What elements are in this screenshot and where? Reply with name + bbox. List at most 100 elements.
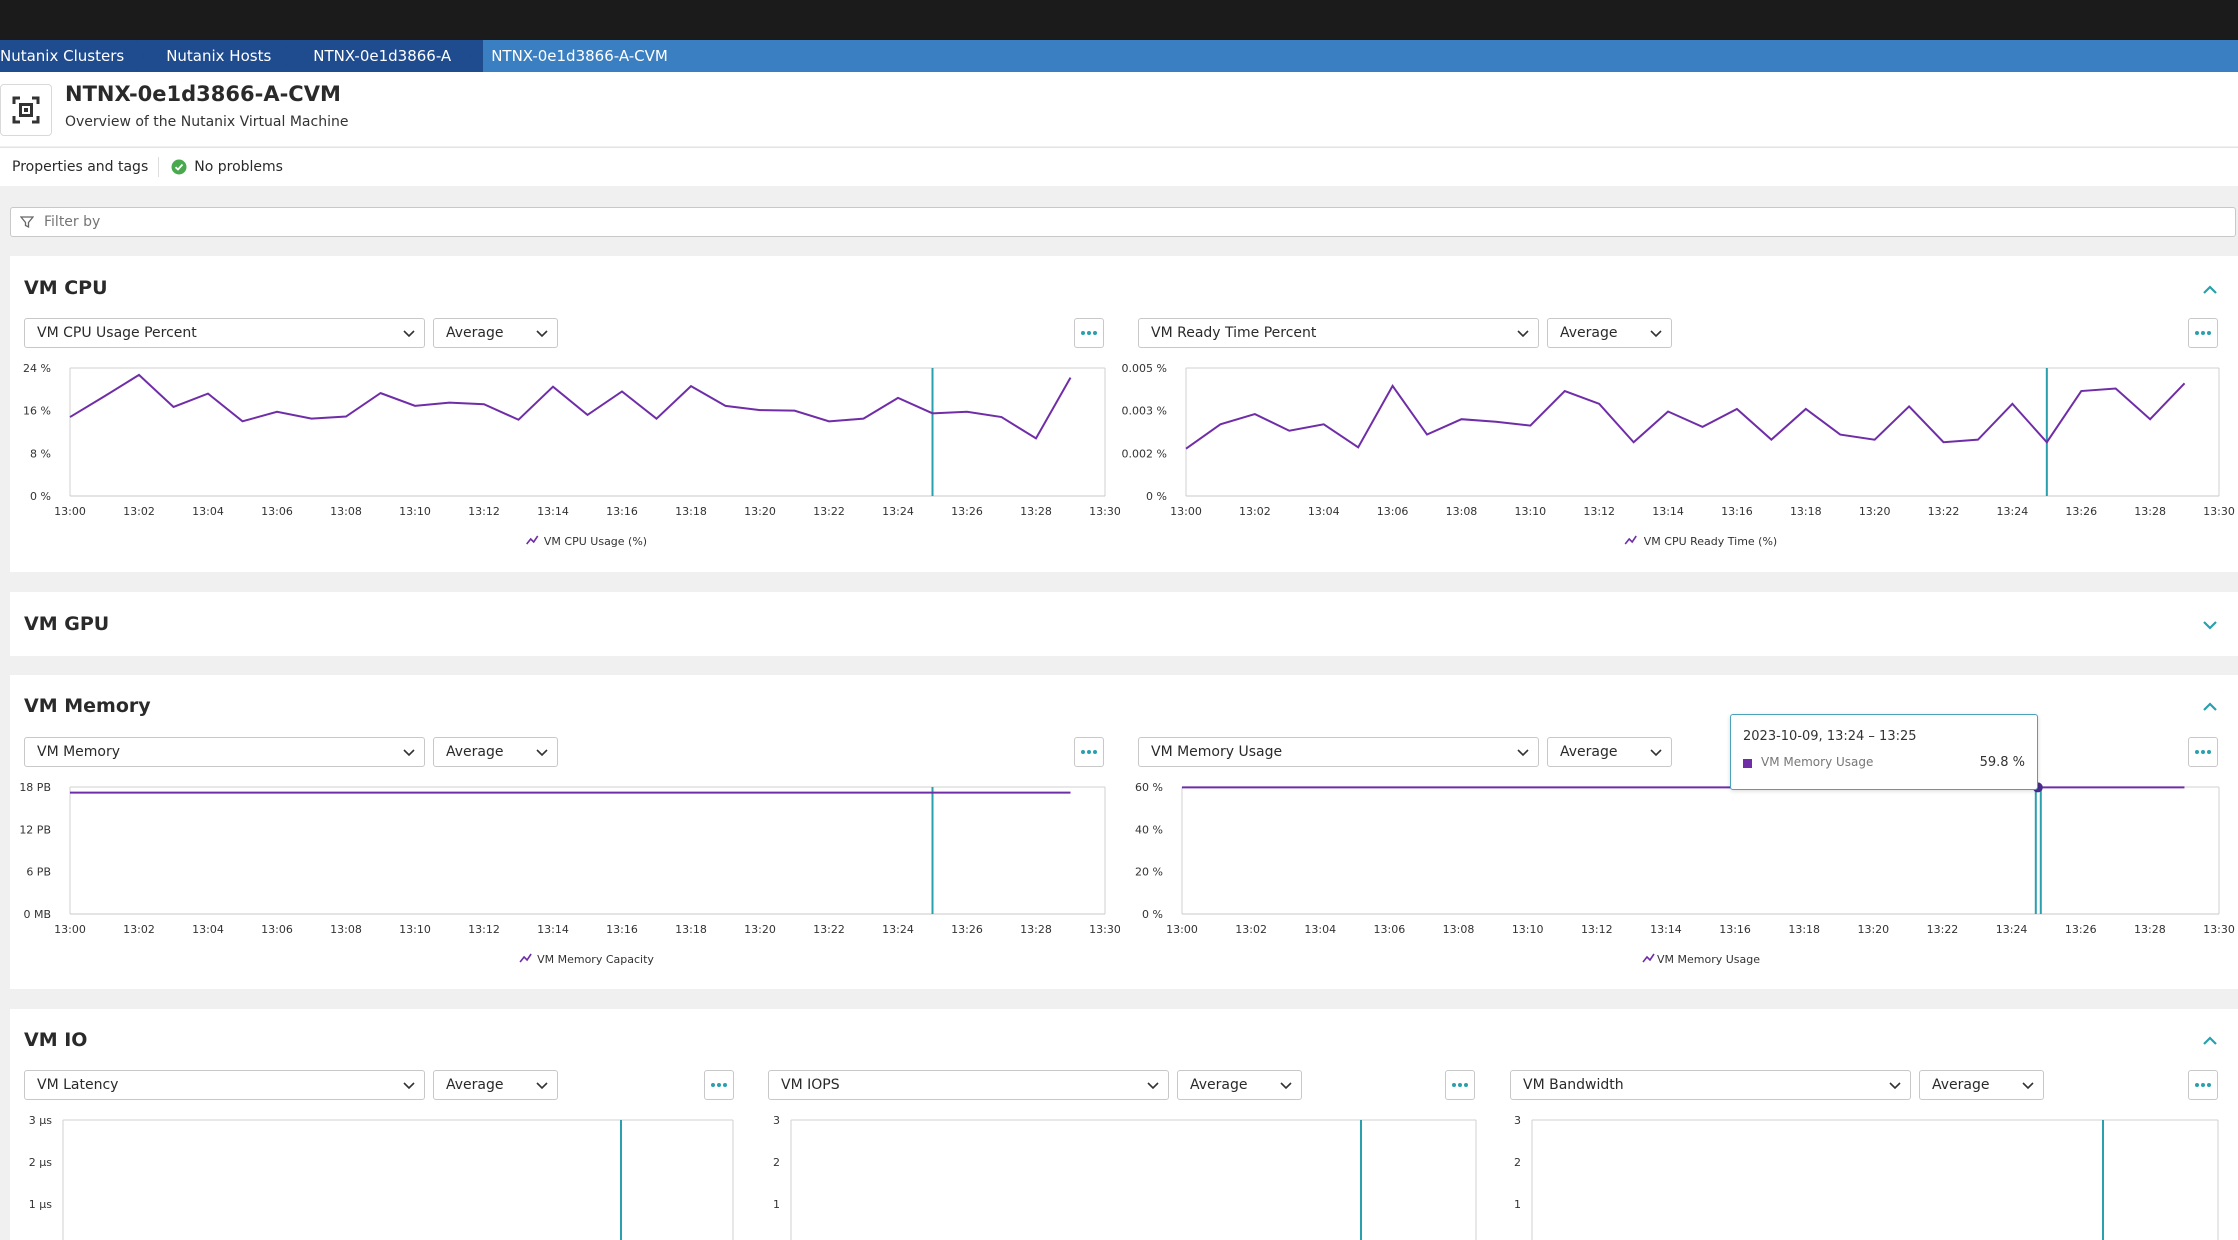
x-tick-label: 13:00: [54, 923, 86, 936]
breadcrumb-current: NTNX-0e1d3866-A-CVM: [483, 40, 680, 72]
metric-select[interactable]: VM Latency: [24, 1070, 425, 1100]
select-value: Average: [446, 1077, 504, 1093]
breadcrumb-nutanix-clusters[interactable]: Nutanix Clusters: [0, 40, 157, 72]
chevron-down-icon: [1889, 1082, 1901, 1090]
collapse-chevron-icon[interactable]: [2200, 280, 2220, 300]
x-tick-label: 13:28: [1020, 505, 1052, 518]
tooltip-swatch: [1743, 759, 1752, 768]
x-tick-label: 13:06: [261, 923, 293, 936]
aggregation-select[interactable]: Average: [1919, 1070, 2044, 1100]
filter-input[interactable]: [42, 213, 2046, 231]
y-tick-label: 3: [773, 1114, 780, 1127]
x-tick-label: 13:28: [1020, 923, 1052, 936]
check-circle-icon: [171, 159, 187, 175]
cpu-ready-time-chart: 0 % 0.002 % 0.003 % 0.005 % 13:00 13:02 13:04 1…: [1122, 362, 2235, 548]
more-icon: [2195, 331, 2211, 335]
breadcrumb-label: NTNX-0e1d3866-A: [313, 47, 452, 65]
chart-tooltip: 2023-10-09, 13:24 – 13:25 VM Memory Usag…: [1730, 714, 2038, 790]
chart-menu-button[interactable]: [2188, 1070, 2218, 1100]
x-tick-label: 13:00: [1166, 923, 1198, 936]
select-value: Average: [1560, 325, 1618, 341]
chart-menu-button[interactable]: [1445, 1070, 1475, 1100]
x-tick-label: 13:10: [1514, 505, 1546, 518]
aggregation-select[interactable]: Average: [433, 1070, 558, 1100]
aggregation-select[interactable]: Average: [1547, 318, 1672, 348]
x-tick-label: 13:04: [1308, 505, 1340, 518]
y-tick-label: 0 %: [30, 490, 51, 503]
x-tick-label: 13:02: [123, 923, 155, 936]
breadcrumb-host[interactable]: NTNX-0e1d3866-A: [303, 40, 484, 72]
x-tick-label: 13:20: [1859, 505, 1891, 518]
chart-menu-button[interactable]: [2188, 737, 2218, 767]
x-tick-label: 13:04: [192, 923, 224, 936]
chevron-down-icon: [536, 1082, 548, 1090]
section-title: VM IO: [24, 1029, 88, 1051]
aggregation-select[interactable]: Average: [433, 737, 558, 767]
x-tick-label: 13:14: [1650, 923, 1682, 936]
x-tick-label: 13:12: [468, 505, 500, 518]
chevron-down-icon: [536, 749, 548, 757]
chart-menu-button[interactable]: [1074, 737, 1104, 767]
cpu-usage-chart: 0 % 8 % 16 % 24 % 13:00 13:02 13:04 13:06 13:08 1…: [23, 362, 1120, 548]
filter-icon: [20, 216, 34, 229]
x-tick-label: 13:12: [1583, 505, 1615, 518]
memory-usage-chart: 0 % 20 % 40 % 60 % 13:00 13:02 13:04 13:06 13:08…: [1135, 781, 2235, 966]
metric-select[interactable]: VM Bandwidth: [1510, 1070, 1911, 1100]
problems-status[interactable]: No problems: [159, 159, 283, 175]
metric-select[interactable]: VM Memory Usage: [1138, 737, 1539, 767]
x-tick-label: 13:10: [399, 505, 431, 518]
select-value: Average: [1560, 744, 1618, 760]
select-value: VM Ready Time Percent: [1151, 325, 1317, 341]
collapse-chevron-icon[interactable]: [2200, 1031, 2220, 1051]
chevron-down-icon: [1650, 749, 1662, 757]
x-tick-label: 13:18: [1790, 505, 1822, 518]
expand-chevron-icon[interactable]: [2200, 615, 2220, 635]
x-tick-label: 13:14: [1652, 505, 1684, 518]
select-value: VM Latency: [37, 1077, 119, 1093]
series-line: [1185, 382, 2186, 450]
x-tick-label: 13:02: [1239, 505, 1271, 518]
select-value: VM IOPS: [781, 1077, 840, 1093]
x-tick-label: 13:16: [1721, 505, 1753, 518]
y-tick-label: 0.003 %: [1122, 405, 1167, 418]
filter-bar[interactable]: [10, 207, 2236, 237]
metric-select[interactable]: VM CPU Usage Percent: [24, 318, 425, 348]
y-tick-label: 1 µs: [29, 1198, 52, 1211]
vm-gpu-section: VM GPU: [10, 592, 2238, 656]
legend-line-icon: [526, 535, 539, 545]
x-tick-label: 13:26: [2065, 923, 2097, 936]
x-tick-label: 13:22: [1927, 923, 1959, 936]
tooltip-time: 2023-10-09, 13:24 – 13:25: [1743, 729, 1917, 744]
chevron-down-icon: [536, 330, 548, 338]
aggregation-select[interactable]: Average: [433, 318, 558, 348]
x-tick-label: 13:08: [330, 505, 362, 518]
aggregation-select[interactable]: Average: [1177, 1070, 1302, 1100]
breadcrumb-nutanix-hosts[interactable]: Nutanix Hosts: [156, 40, 304, 72]
page-subtitle: Overview of the Nutanix Virtual Machine: [65, 114, 349, 130]
aggregation-select[interactable]: Average: [1547, 737, 1672, 767]
properties-and-tags-link[interactable]: Properties and tags: [0, 157, 160, 177]
x-tick-label: 13:16: [606, 923, 638, 936]
x-tick-label: 13:20: [744, 505, 776, 518]
chart-menu-button[interactable]: [1074, 318, 1104, 348]
app-top-bar: [0, 0, 2238, 40]
x-tick-label: 13:22: [1928, 505, 1960, 518]
metric-select[interactable]: VM Ready Time Percent: [1138, 318, 1539, 348]
x-tick-label: 13:18: [675, 923, 707, 936]
chart-menu-button[interactable]: [2188, 318, 2218, 348]
x-tick-label: 13:04: [1304, 923, 1336, 936]
y-tick-label: 18 PB: [19, 781, 51, 794]
x-tick-label: 13:16: [606, 505, 638, 518]
x-tick-label: 13:00: [1170, 505, 1202, 518]
breadcrumb-label: Nutanix Clusters: [0, 47, 125, 65]
metric-select[interactable]: VM IOPS: [768, 1070, 1169, 1100]
chart-menu-button[interactable]: [704, 1070, 734, 1100]
metric-select[interactable]: VM Memory: [24, 737, 425, 767]
collapse-chevron-icon[interactable]: [2200, 697, 2220, 717]
x-tick-label: 13:14: [537, 923, 569, 936]
y-tick-label: 0.002 %: [1122, 447, 1167, 460]
chevron-down-icon: [1650, 330, 1662, 338]
x-tick-label: 13:06: [1377, 505, 1409, 518]
iops-chart: 1 2 3: [773, 1114, 1477, 1240]
legend-line-icon: [1624, 535, 1637, 545]
